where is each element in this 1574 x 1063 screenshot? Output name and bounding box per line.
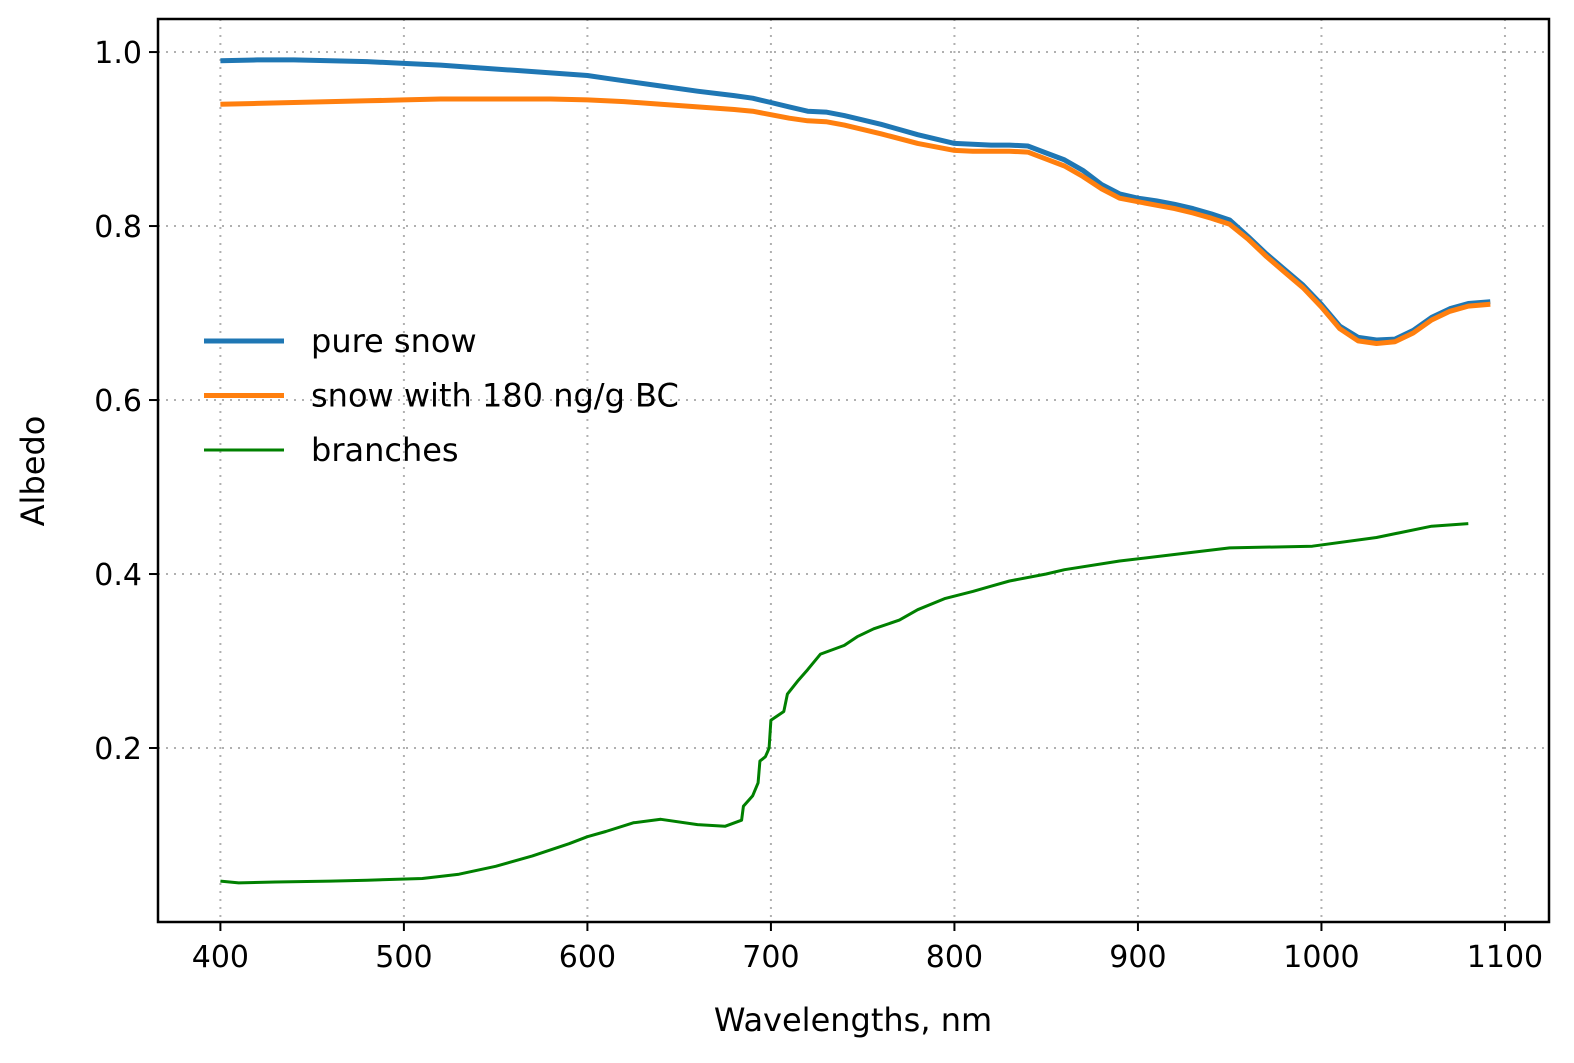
y-tick-label: 0.8 (94, 210, 142, 245)
x-tick-label: 400 (192, 940, 249, 975)
x-tick-label: 700 (742, 940, 799, 975)
plot-frame (156, 17, 1551, 924)
y-tick-label: 0.6 (94, 384, 142, 419)
legend: pure snow snow with 180 ng/g BC branches (204, 322, 679, 469)
axis-ticks: 400 500 600 700 800 900 1000 1100 0.2 0.4 0.6 0.8 1.… (94, 36, 1543, 975)
grid (158, 19, 1549, 922)
legend-label-branches: branches (311, 431, 459, 469)
series-line-snow-with-180-ng-g-bc (220, 96, 1491, 346)
x-tick-label: 600 (559, 940, 616, 975)
x-tick-label: 1000 (1283, 940, 1359, 975)
y-tick-label: 1.0 (94, 36, 142, 71)
x-tick-label: 800 (926, 940, 983, 975)
y-tick-label: 0.4 (94, 558, 142, 593)
legend-label-pure-snow: pure snow (311, 322, 477, 360)
series-lines (220, 57, 1491, 885)
x-axis-label: Wavelengths, nm (714, 1001, 992, 1039)
series-line-branches (220, 522, 1469, 885)
x-tick-label: 1100 (1467, 940, 1543, 975)
legend-label-snow-with-180-ng-g-bc: snow with 180 ng/g BC (311, 377, 679, 415)
y-tick-label: 0.2 (94, 732, 142, 767)
y-axis-label: Albedo (14, 416, 52, 527)
x-tick-label: 500 (375, 940, 432, 975)
x-tick-label: 900 (1109, 940, 1166, 975)
